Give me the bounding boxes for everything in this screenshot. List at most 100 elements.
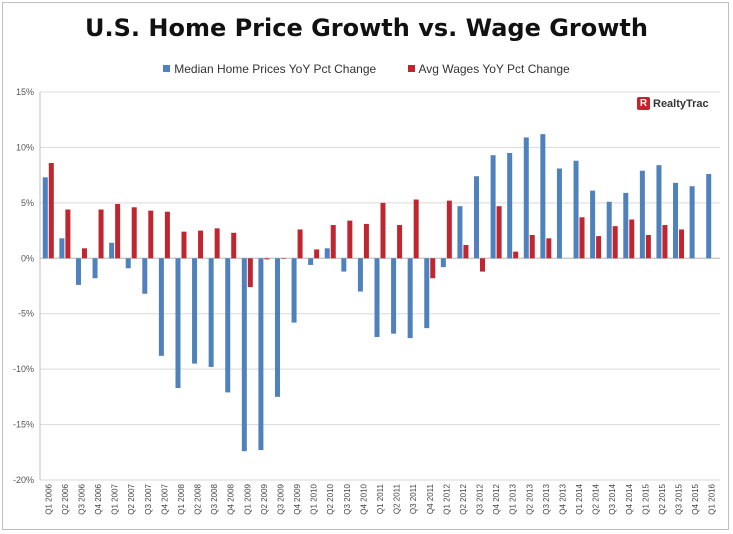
bar-home-price <box>59 238 65 259</box>
x-tick-label: Q3 2008 <box>210 483 219 514</box>
bar-home-price <box>639 170 645 259</box>
bar-home-price <box>407 258 413 339</box>
bar-home-price <box>673 182 679 259</box>
bar-home-price <box>623 192 629 259</box>
bar-wages <box>546 238 552 259</box>
bar-home-price <box>92 258 98 279</box>
x-tick-label: Q4 2006 <box>94 483 103 514</box>
x-tick-label: Q3 2014 <box>608 483 617 514</box>
bar-wages <box>413 199 419 259</box>
bar-home-price <box>274 258 280 397</box>
legend-swatch-home-prices <box>163 65 171 72</box>
bar-wages <box>98 209 104 259</box>
bar-wages <box>181 231 187 259</box>
x-tick-label: Q3 2013 <box>542 483 551 514</box>
bar-wages <box>247 258 253 288</box>
bar-wages <box>579 217 585 259</box>
x-tick-label: Q2 2010 <box>326 483 335 514</box>
bar-home-price <box>523 137 529 259</box>
x-tick-label: Q1 2012 <box>442 483 451 514</box>
bar-wages <box>164 211 170 259</box>
bar-wages <box>513 251 519 259</box>
x-tick-label: Q2 2006 <box>61 483 70 514</box>
bar-wages <box>496 206 502 259</box>
x-tick-label: Q1 2011 <box>376 483 385 514</box>
logo-mark-icon: R <box>637 97 650 110</box>
bar-home-price <box>158 258 164 356</box>
x-tick-label: Q3 2011 <box>409 483 418 514</box>
bar-home-price <box>42 177 48 259</box>
bar-home-price <box>109 242 115 259</box>
x-tick-label: Q1 2010 <box>310 483 319 514</box>
bar-home-price <box>606 201 612 259</box>
bar-home-price <box>573 160 579 259</box>
x-tick-label: Q3 2006 <box>77 483 86 514</box>
x-tick-label: Q2 2007 <box>127 483 136 514</box>
y-tick-label: 5% <box>21 198 34 208</box>
bar-home-price <box>507 152 513 259</box>
bar-wages <box>131 207 137 259</box>
x-tick-label: Q2 2008 <box>194 483 203 514</box>
bar-home-price <box>374 258 380 337</box>
bar-wages <box>662 225 668 259</box>
bar-wages <box>679 229 685 259</box>
bar-wages <box>65 209 71 259</box>
bar-wages <box>297 229 303 259</box>
legend-label-wages: Avg Wages YoY Pct Change <box>418 62 570 76</box>
y-tick-label: 15% <box>16 87 34 97</box>
bar-wages <box>48 162 54 259</box>
bar-wages <box>446 200 452 259</box>
bar-wages <box>629 219 635 259</box>
x-tick-label: Q4 2010 <box>359 483 368 514</box>
y-tick-label: -10% <box>13 364 34 374</box>
x-tick-label: Q1 2013 <box>509 483 518 514</box>
bar-wages <box>231 232 237 259</box>
bar-home-price <box>341 258 347 272</box>
bar-wages <box>380 202 386 259</box>
logo-text: RealtyTrac <box>653 97 709 110</box>
x-tick-label: Q1 2015 <box>641 483 650 514</box>
chart-title: U.S. Home Price Growth vs. Wage Growth <box>85 14 648 42</box>
bar-home-price <box>424 258 430 329</box>
bar-wages <box>363 223 369 259</box>
y-tick-label: -15% <box>13 420 34 430</box>
x-tick-label: Q2 2013 <box>525 483 534 514</box>
bar-wages <box>596 236 602 259</box>
bar-wages <box>148 210 154 259</box>
legend-item-home-prices[interactable]: Median Home Prices YoY Pct Change <box>163 62 376 76</box>
legend-item-wages[interactable]: Avg Wages YoY Pct Change <box>407 62 570 76</box>
x-tick-label: Q3 2010 <box>343 483 352 514</box>
legend-swatch-wages <box>407 65 415 72</box>
x-tick-label: Q2 2011 <box>393 483 402 514</box>
bar-home-price <box>540 134 546 259</box>
bar-wages <box>397 225 403 259</box>
bar-wages <box>264 258 270 260</box>
bar-wages <box>280 258 286 259</box>
bar-wages <box>81 248 87 259</box>
bar-wages <box>214 228 220 259</box>
bar-home-price <box>556 168 562 259</box>
x-tick-label: Q4 2007 <box>160 483 169 514</box>
chart-legend: Median Home Prices YoY Pct Change Avg Wa… <box>0 62 733 76</box>
x-tick-label: Q1 2014 <box>575 483 584 514</box>
x-tick-label: Q4 2015 <box>691 483 700 514</box>
bar-wages <box>115 203 121 259</box>
x-tick-label: Q3 2012 <box>476 483 485 514</box>
x-tick-label: Q3 2015 <box>675 483 684 514</box>
x-tick-label: Q1 2009 <box>243 483 252 514</box>
bar-wages <box>645 235 651 259</box>
x-tick-label: Q2 2015 <box>658 483 667 514</box>
legend-label-home-prices: Median Home Prices YoY Pct Change <box>174 62 377 76</box>
bar-home-price <box>656 165 662 259</box>
bar-home-price <box>75 258 81 285</box>
bar-home-price <box>391 258 397 334</box>
bar-wages <box>463 244 469 259</box>
x-tick-label: Q2 2012 <box>459 483 468 514</box>
bar-home-price <box>474 176 480 259</box>
bar-wages <box>330 225 336 259</box>
bar-home-price <box>225 258 231 393</box>
x-tick-label: Q1 2007 <box>111 483 120 514</box>
bar-home-price <box>440 258 446 268</box>
x-tick-label: Q4 2012 <box>492 483 501 514</box>
y-tick-label: -20% <box>13 475 34 485</box>
